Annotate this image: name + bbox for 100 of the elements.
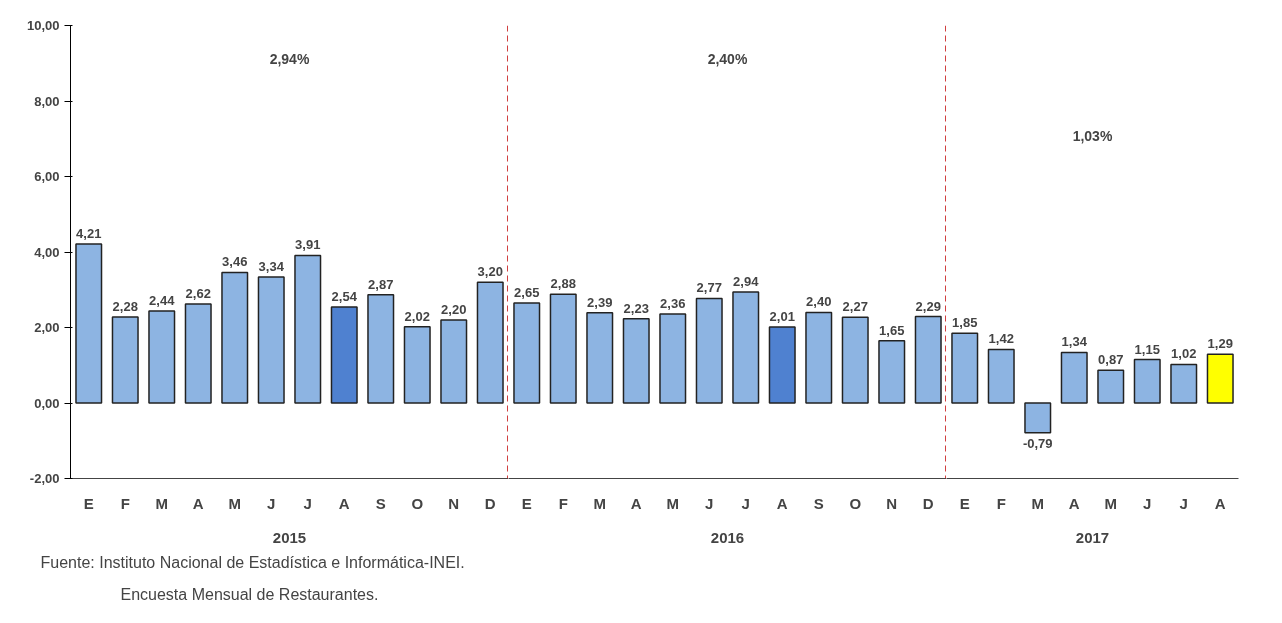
data-label: 1,65 [879, 322, 905, 338]
bar [257, 276, 285, 404]
x-tick-label: A [338, 494, 350, 512]
data-label: 2,29 [915, 298, 941, 314]
data-label: 1,02 [1171, 346, 1197, 362]
x-tick-label: O [411, 494, 424, 512]
bar [622, 318, 650, 404]
x-tick-label: J [705, 494, 714, 512]
data-label: 2,65 [514, 284, 540, 300]
data-label: 3,46 [222, 254, 248, 270]
y-tick-label: 10,00 [26, 18, 60, 33]
x-tick-label: E [83, 494, 94, 512]
bar [1170, 363, 1198, 404]
data-label: 2,77 [696, 280, 722, 296]
bar [695, 297, 723, 404]
data-label: 2,44 [149, 292, 176, 308]
data-label: 2,28 [112, 298, 138, 314]
annotation: 2,40% [707, 51, 748, 68]
x-tick-label: O [849, 494, 862, 512]
data-label: 2,94 [733, 274, 760, 290]
bar [1133, 358, 1161, 404]
bar [987, 348, 1015, 404]
bar [732, 291, 760, 404]
data-label: 2,39 [587, 294, 613, 310]
data-label: 2,62 [185, 286, 211, 302]
x-axis-title: 2015 [272, 528, 307, 546]
bar [294, 254, 322, 404]
data-label: 4,21 [76, 226, 102, 242]
data-label: 2,40 [806, 294, 832, 310]
x-tick-label: M [1031, 494, 1044, 512]
x-tick-label: A [630, 494, 642, 512]
data-label: 2,20 [441, 301, 467, 317]
bar [659, 313, 687, 404]
x-tick-label: M [1104, 494, 1117, 512]
source-note: Fuente: Instituto Nacional de Estadística e Informática-INEI. [40, 554, 465, 572]
x-tick-label: M [155, 494, 168, 512]
bar [148, 310, 176, 404]
data-label: 1,29 [1207, 336, 1233, 352]
annotation: 2,94% [269, 51, 310, 68]
data-label: 1,85 [952, 315, 978, 331]
data-label: 2,23 [623, 300, 649, 316]
bar [1206, 353, 1234, 404]
bar [586, 312, 614, 404]
data-label: 2,88 [550, 276, 576, 292]
bar [513, 302, 541, 404]
bar [878, 339, 906, 404]
x-axis-title: 2017 [1075, 528, 1110, 546]
x-tick-label: J [303, 494, 312, 512]
bar [403, 325, 431, 404]
data-label: -0,79 [1022, 435, 1053, 451]
data-label: 3,91 [295, 237, 321, 253]
x-tick-label: M [666, 494, 679, 512]
x-tick-label: S [375, 494, 386, 512]
y-tick-label: 0,00 [34, 395, 60, 411]
x-tick-label: A [1214, 494, 1226, 512]
bar [549, 293, 577, 404]
data-label: 1,34 [1061, 334, 1088, 350]
x-tick-label: A [776, 494, 788, 512]
bar [111, 316, 139, 404]
x-tick-label: D [484, 494, 496, 512]
bar [330, 306, 358, 404]
x-tick-label: D [922, 494, 934, 512]
bar [367, 293, 395, 404]
x-tick-label: A [192, 494, 204, 512]
y-tick-label: 4,00 [34, 244, 60, 260]
bar [768, 326, 796, 404]
x-tick-label: M [228, 494, 241, 512]
bar [1060, 351, 1088, 404]
data-label: 2,36 [660, 295, 686, 311]
annotation: 1,03% [1072, 128, 1113, 145]
bar [914, 315, 942, 404]
data-label: 2,27 [842, 299, 868, 315]
y-tick-label: -2,00 [29, 471, 60, 486]
data-label: 0,87 [1098, 352, 1124, 368]
data-label: 2,02 [404, 308, 430, 324]
x-tick-label: A [1068, 494, 1080, 512]
x-tick-label: J [1179, 494, 1188, 512]
x-tick-label: E [521, 494, 532, 512]
bar [1097, 369, 1125, 404]
x-tick-label: N [886, 494, 898, 512]
bar [841, 316, 869, 404]
y-tick-label: 6,00 [34, 169, 60, 184]
bar [184, 303, 212, 404]
data-label: 1,15 [1134, 341, 1160, 357]
x-tick-label: M [593, 494, 606, 512]
text: Encuesta Mensual de Restaurantes. [120, 586, 379, 604]
x-tick-label: N [448, 494, 460, 512]
data-label: 3,20 [477, 264, 503, 280]
x-tick-label: J [267, 494, 276, 512]
x-tick-label: J [1143, 494, 1152, 512]
bar [951, 332, 979, 404]
x-tick-label: E [959, 494, 970, 512]
x-tick-label: F [558, 494, 568, 512]
x-tick-label: S [813, 494, 824, 512]
bar [805, 311, 833, 404]
data-label: 2,54 [331, 289, 358, 305]
bar [476, 281, 504, 404]
data-label: 3,34 [258, 258, 285, 274]
bar [75, 243, 103, 404]
bar [1024, 402, 1052, 434]
